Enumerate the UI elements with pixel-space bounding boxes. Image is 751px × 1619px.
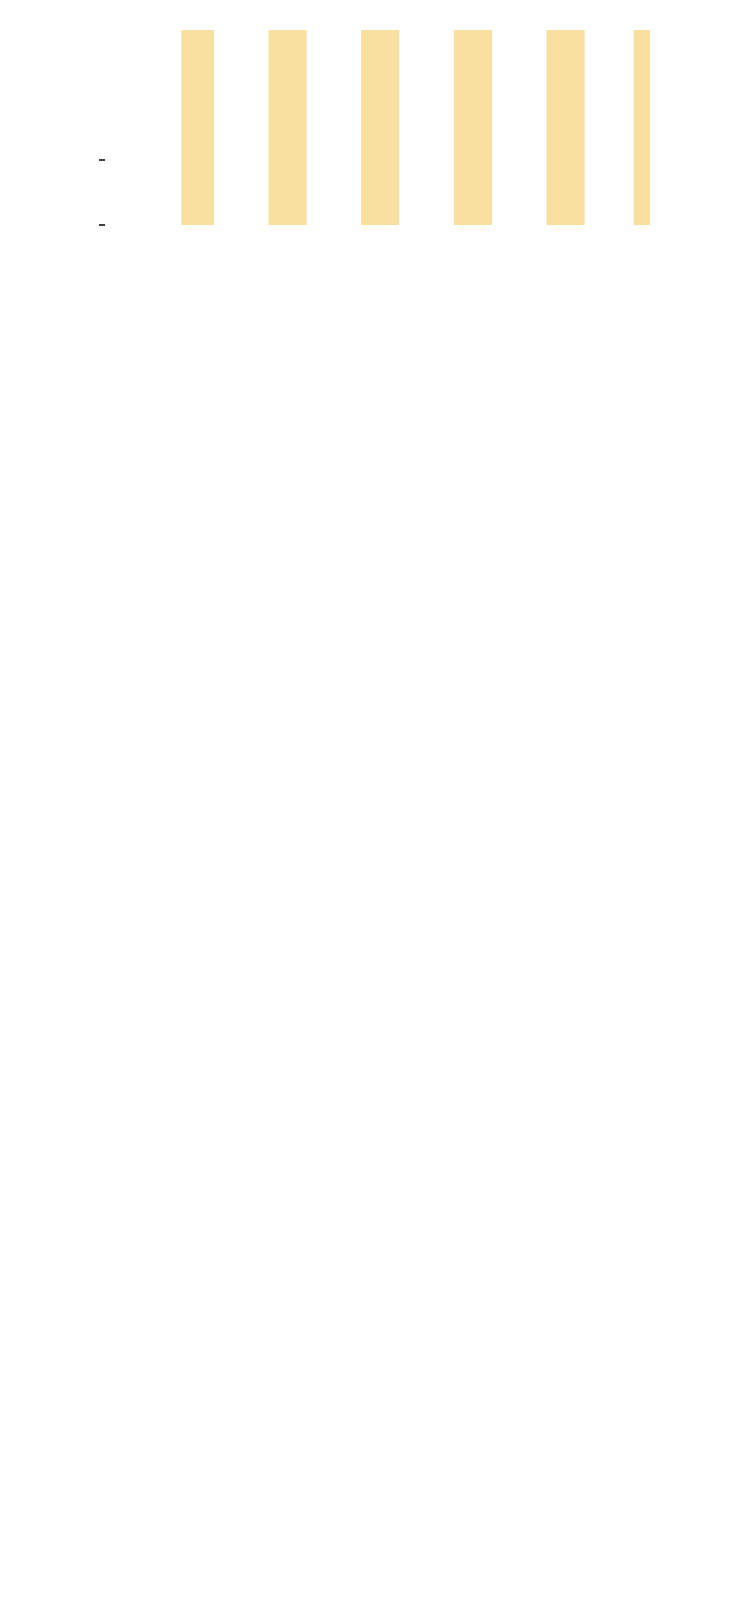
figure-container (10, 10, 741, 1609)
shaded-region (269, 30, 307, 225)
figure-svg (10, 10, 741, 1609)
shaded-region (181, 30, 214, 225)
shaded-region (634, 30, 650, 225)
shaded-region (454, 30, 492, 225)
shaded-region (361, 30, 399, 225)
shaded-region (546, 30, 584, 225)
